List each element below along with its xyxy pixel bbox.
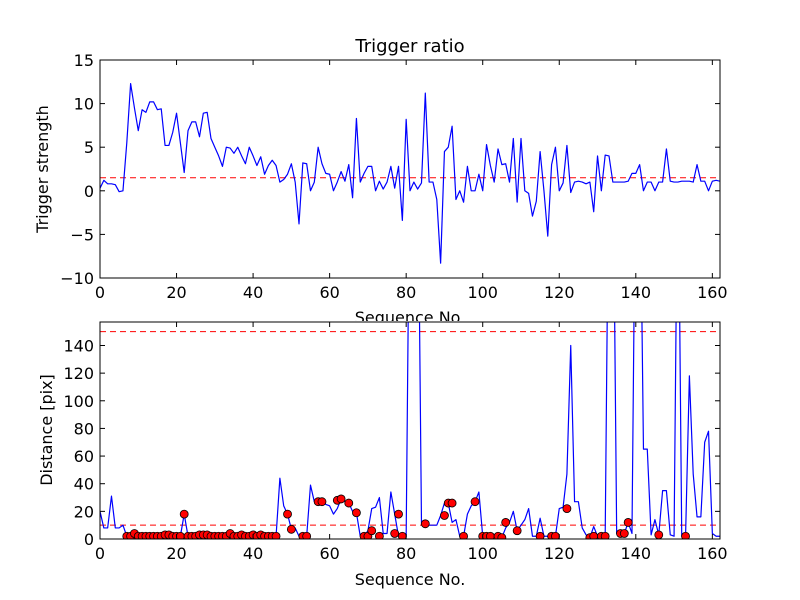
bot-data-point [654, 530, 664, 539]
bot-data-point [470, 497, 480, 507]
bot-x-tick-label: 80 [396, 544, 416, 563]
bot-y-tick-label: 140 [63, 336, 94, 355]
top-x-tick-label: 0 [95, 283, 105, 302]
bot-y-tick-label: 60 [74, 447, 94, 466]
top-y-tick-label: −10 [60, 269, 94, 288]
bottom-chart: 0 20 40 60 80 100 120 140 160 0 20 40 60 80 100 120 140… [37, 321, 728, 589]
bot-data-point [600, 531, 610, 539]
bot-x-tick-label: 20 [166, 544, 186, 563]
bot-data-point [497, 533, 507, 539]
top-y-tick-label: 15 [74, 51, 94, 70]
bot-data-point [344, 498, 354, 508]
bot-data-point [447, 498, 457, 508]
bottom-plot-clip [100, 322, 720, 539]
bottom-x-axis: 0 20 40 60 80 100 120 140 160 [95, 322, 728, 563]
bot-data-point [179, 509, 189, 519]
bot-y-tick-label: 100 [63, 392, 94, 411]
bot-data-point [302, 531, 312, 539]
bot-x-tick-label: 160 [697, 544, 728, 563]
bot-data-point [619, 529, 629, 538]
bottom-y-axis-label: Distance [pix] [37, 374, 56, 486]
bot-data-point [283, 509, 292, 519]
bot-data-point [352, 508, 361, 518]
bot-data-point [367, 526, 377, 536]
bot-y-tick-label: 20 [74, 502, 94, 521]
top-y-tick-label: 10 [74, 95, 94, 114]
top-plot-frame [99, 59, 721, 279]
bot-y-tick-label: 80 [74, 419, 94, 438]
bot-data-point [623, 518, 633, 527]
top-series-layer [100, 82, 720, 264]
bot-x-tick-label: 140 [621, 544, 652, 563]
bottom-series-layer [100, 322, 720, 539]
bot-data-point [535, 531, 545, 539]
bot-data-point [394, 509, 403, 519]
top-y-tick-label: 0 [84, 182, 94, 201]
bot-y-tick-label: 40 [74, 475, 94, 494]
bottom-y-axis: 0 20 40 60 80 100 120 140 [63, 336, 720, 549]
top-series-line [100, 82, 720, 264]
bot-data-point [459, 531, 468, 539]
bot-data-point [420, 519, 430, 529]
top-y-tick-label: −5 [70, 225, 94, 244]
bot-data-point [286, 524, 296, 534]
top-chart-title: Trigger ratio [354, 36, 464, 57]
bot-x-tick-label: 40 [243, 544, 263, 563]
bot-x-tick-label: 0 [95, 544, 105, 563]
bottom-x-axis-label: Sequence No. [355, 570, 466, 589]
top-x-tick-label: 120 [544, 283, 575, 302]
bot-x-tick-label: 120 [544, 544, 575, 563]
bot-data-point [562, 504, 572, 513]
top-x-tick-label: 60 [319, 283, 339, 302]
bot-data-point [681, 531, 690, 539]
bottom-plot-frame [99, 321, 721, 540]
bot-data-point [390, 529, 400, 538]
top-y-axis: −10 −5 0 5 10 15 [60, 51, 720, 288]
bot-data-point [512, 526, 522, 536]
bottom-label-backdrop [100, 321, 720, 327]
top-x-tick-label: 100 [467, 283, 498, 302]
top-y-tick-label: 5 [84, 138, 94, 157]
top-x-tick-label: 80 [396, 283, 416, 302]
bot-x-tick-label: 100 [467, 544, 498, 563]
top-plot-clip [100, 82, 720, 264]
bot-y-tick-label: 0 [84, 530, 94, 549]
bot-data-point [501, 518, 511, 527]
top-x-tick-label: 40 [243, 283, 263, 302]
top-x-tick-label: 160 [697, 283, 728, 302]
bot-data-point [317, 497, 327, 507]
bot-data-point [336, 494, 346, 504]
top-y-axis-label: Trigger strength [33, 105, 52, 234]
bot-y-tick-label: 120 [63, 364, 94, 383]
bot-data-point [440, 511, 449, 520]
top-x-tick-label: 140 [621, 283, 652, 302]
bot-data-point [374, 531, 384, 539]
bot-data-point [271, 531, 281, 539]
top-x-tick-label: 20 [166, 283, 186, 302]
top-x-axis: 0 20 40 60 80 100 120 140 160 [95, 60, 728, 302]
bot-x-tick-label: 60 [319, 544, 339, 563]
